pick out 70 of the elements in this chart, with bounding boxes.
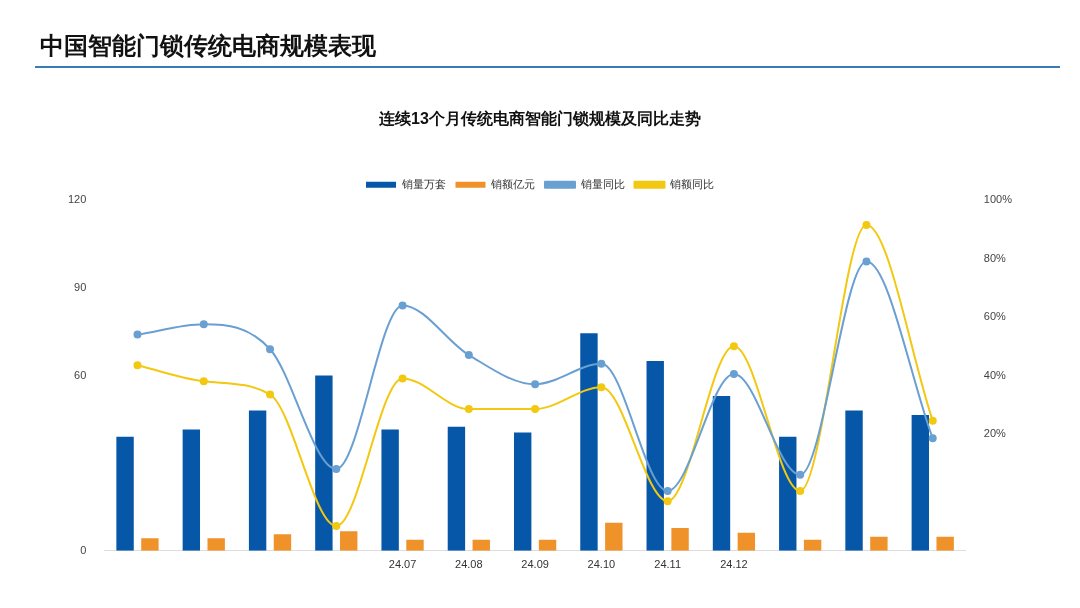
y-tick-label: 120 bbox=[67, 193, 87, 206]
point bbox=[862, 221, 871, 230]
point bbox=[531, 380, 540, 389]
legend-label: 销额同比 bbox=[669, 177, 714, 190]
legend-label: 销量同比 bbox=[579, 177, 625, 190]
point bbox=[332, 464, 341, 473]
point bbox=[729, 370, 738, 379]
point bbox=[531, 405, 540, 414]
y2-tick-label: 80% bbox=[983, 251, 1007, 264]
bar bbox=[737, 532, 756, 551]
bar bbox=[273, 534, 292, 551]
bar bbox=[712, 395, 731, 551]
chart-title: 中国智能门锁传统电商规模表现 bbox=[40, 31, 376, 62]
x-tick-label: 24.07 bbox=[388, 558, 417, 571]
bar bbox=[182, 429, 201, 551]
bar bbox=[870, 536, 888, 551]
bar bbox=[340, 531, 358, 551]
point bbox=[133, 361, 142, 370]
point bbox=[663, 486, 672, 495]
x-tick-label: 24.09 bbox=[521, 558, 549, 571]
point bbox=[266, 390, 275, 399]
point bbox=[332, 521, 341, 530]
legend-label: 销额亿元 bbox=[490, 177, 535, 190]
bar bbox=[513, 432, 532, 551]
point bbox=[796, 470, 805, 479]
point bbox=[597, 359, 606, 368]
x-tick-label: 24.10 bbox=[587, 558, 616, 571]
point bbox=[199, 320, 208, 329]
point bbox=[928, 416, 937, 425]
chart-subtitle: 连续13个月传统电商智能门锁规模及同比走势 bbox=[378, 109, 701, 128]
bar bbox=[605, 522, 623, 551]
bar bbox=[646, 360, 664, 551]
point bbox=[398, 301, 407, 310]
bar bbox=[580, 333, 598, 551]
point bbox=[398, 374, 407, 383]
bar bbox=[779, 436, 797, 551]
bar bbox=[911, 414, 929, 551]
bar bbox=[248, 410, 267, 551]
legend-label: 销量万套 bbox=[400, 177, 446, 190]
point bbox=[464, 405, 473, 414]
point bbox=[133, 330, 142, 339]
y2-tick-label: 40% bbox=[983, 368, 1007, 381]
bar bbox=[116, 436, 134, 551]
bar bbox=[381, 429, 399, 551]
y2-tick-label: 20% bbox=[983, 426, 1007, 439]
bar bbox=[406, 539, 424, 551]
point bbox=[597, 383, 606, 392]
bar bbox=[447, 426, 466, 551]
y-tick-label: 0 bbox=[80, 543, 87, 556]
point bbox=[199, 377, 208, 386]
bar bbox=[141, 538, 159, 551]
bar bbox=[845, 410, 863, 551]
y-tick-label: 90 bbox=[74, 280, 87, 293]
point bbox=[729, 342, 738, 351]
point bbox=[862, 257, 871, 266]
point bbox=[796, 486, 805, 495]
point bbox=[266, 345, 275, 354]
point bbox=[663, 497, 672, 506]
y-tick-label: 60 bbox=[74, 368, 87, 381]
bar bbox=[671, 528, 689, 551]
y2-tick-label: 60% bbox=[983, 310, 1007, 323]
bar bbox=[936, 536, 954, 551]
x-tick-label: 24.12 bbox=[720, 558, 748, 571]
bar bbox=[207, 538, 225, 551]
y2-tick-label: 100% bbox=[983, 193, 1013, 206]
point bbox=[464, 351, 473, 360]
x-tick-label: 24.08 bbox=[455, 558, 483, 571]
point bbox=[928, 434, 937, 443]
x-tick-label: 24.11 bbox=[654, 558, 682, 571]
bar bbox=[315, 375, 333, 551]
